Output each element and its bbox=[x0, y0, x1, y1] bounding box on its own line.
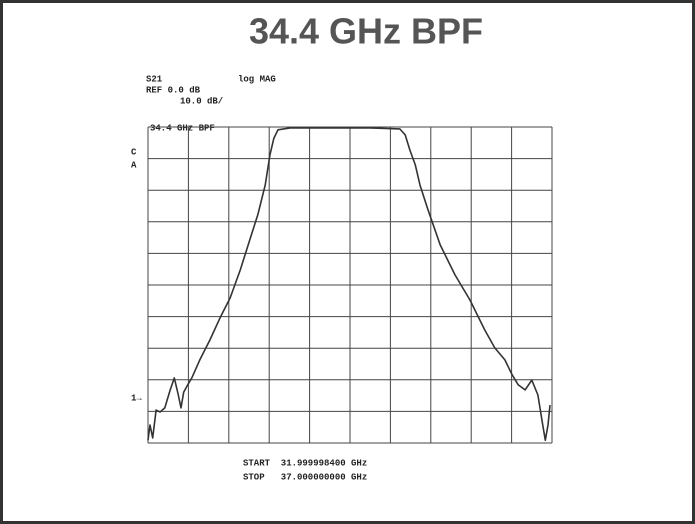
reference: REF 0.0 dB bbox=[146, 85, 201, 95]
parameter: S21 bbox=[146, 74, 163, 84]
trace bbox=[147, 127, 551, 441]
channel-c: C bbox=[131, 147, 137, 157]
start-freq: START 31.999998400 GHz bbox=[243, 458, 367, 468]
chart-title: 34.4 GHz BPF bbox=[249, 11, 483, 52]
channel-a: A bbox=[131, 160, 137, 170]
scale: 10.0 dB/ bbox=[180, 96, 223, 106]
stop-freq: STOP 37.000000000 GHz bbox=[243, 472, 367, 482]
format: log MAG bbox=[238, 74, 276, 84]
marker-label: 34.4 GHz BPF bbox=[150, 123, 215, 133]
ref-position: 1→ bbox=[131, 393, 142, 403]
